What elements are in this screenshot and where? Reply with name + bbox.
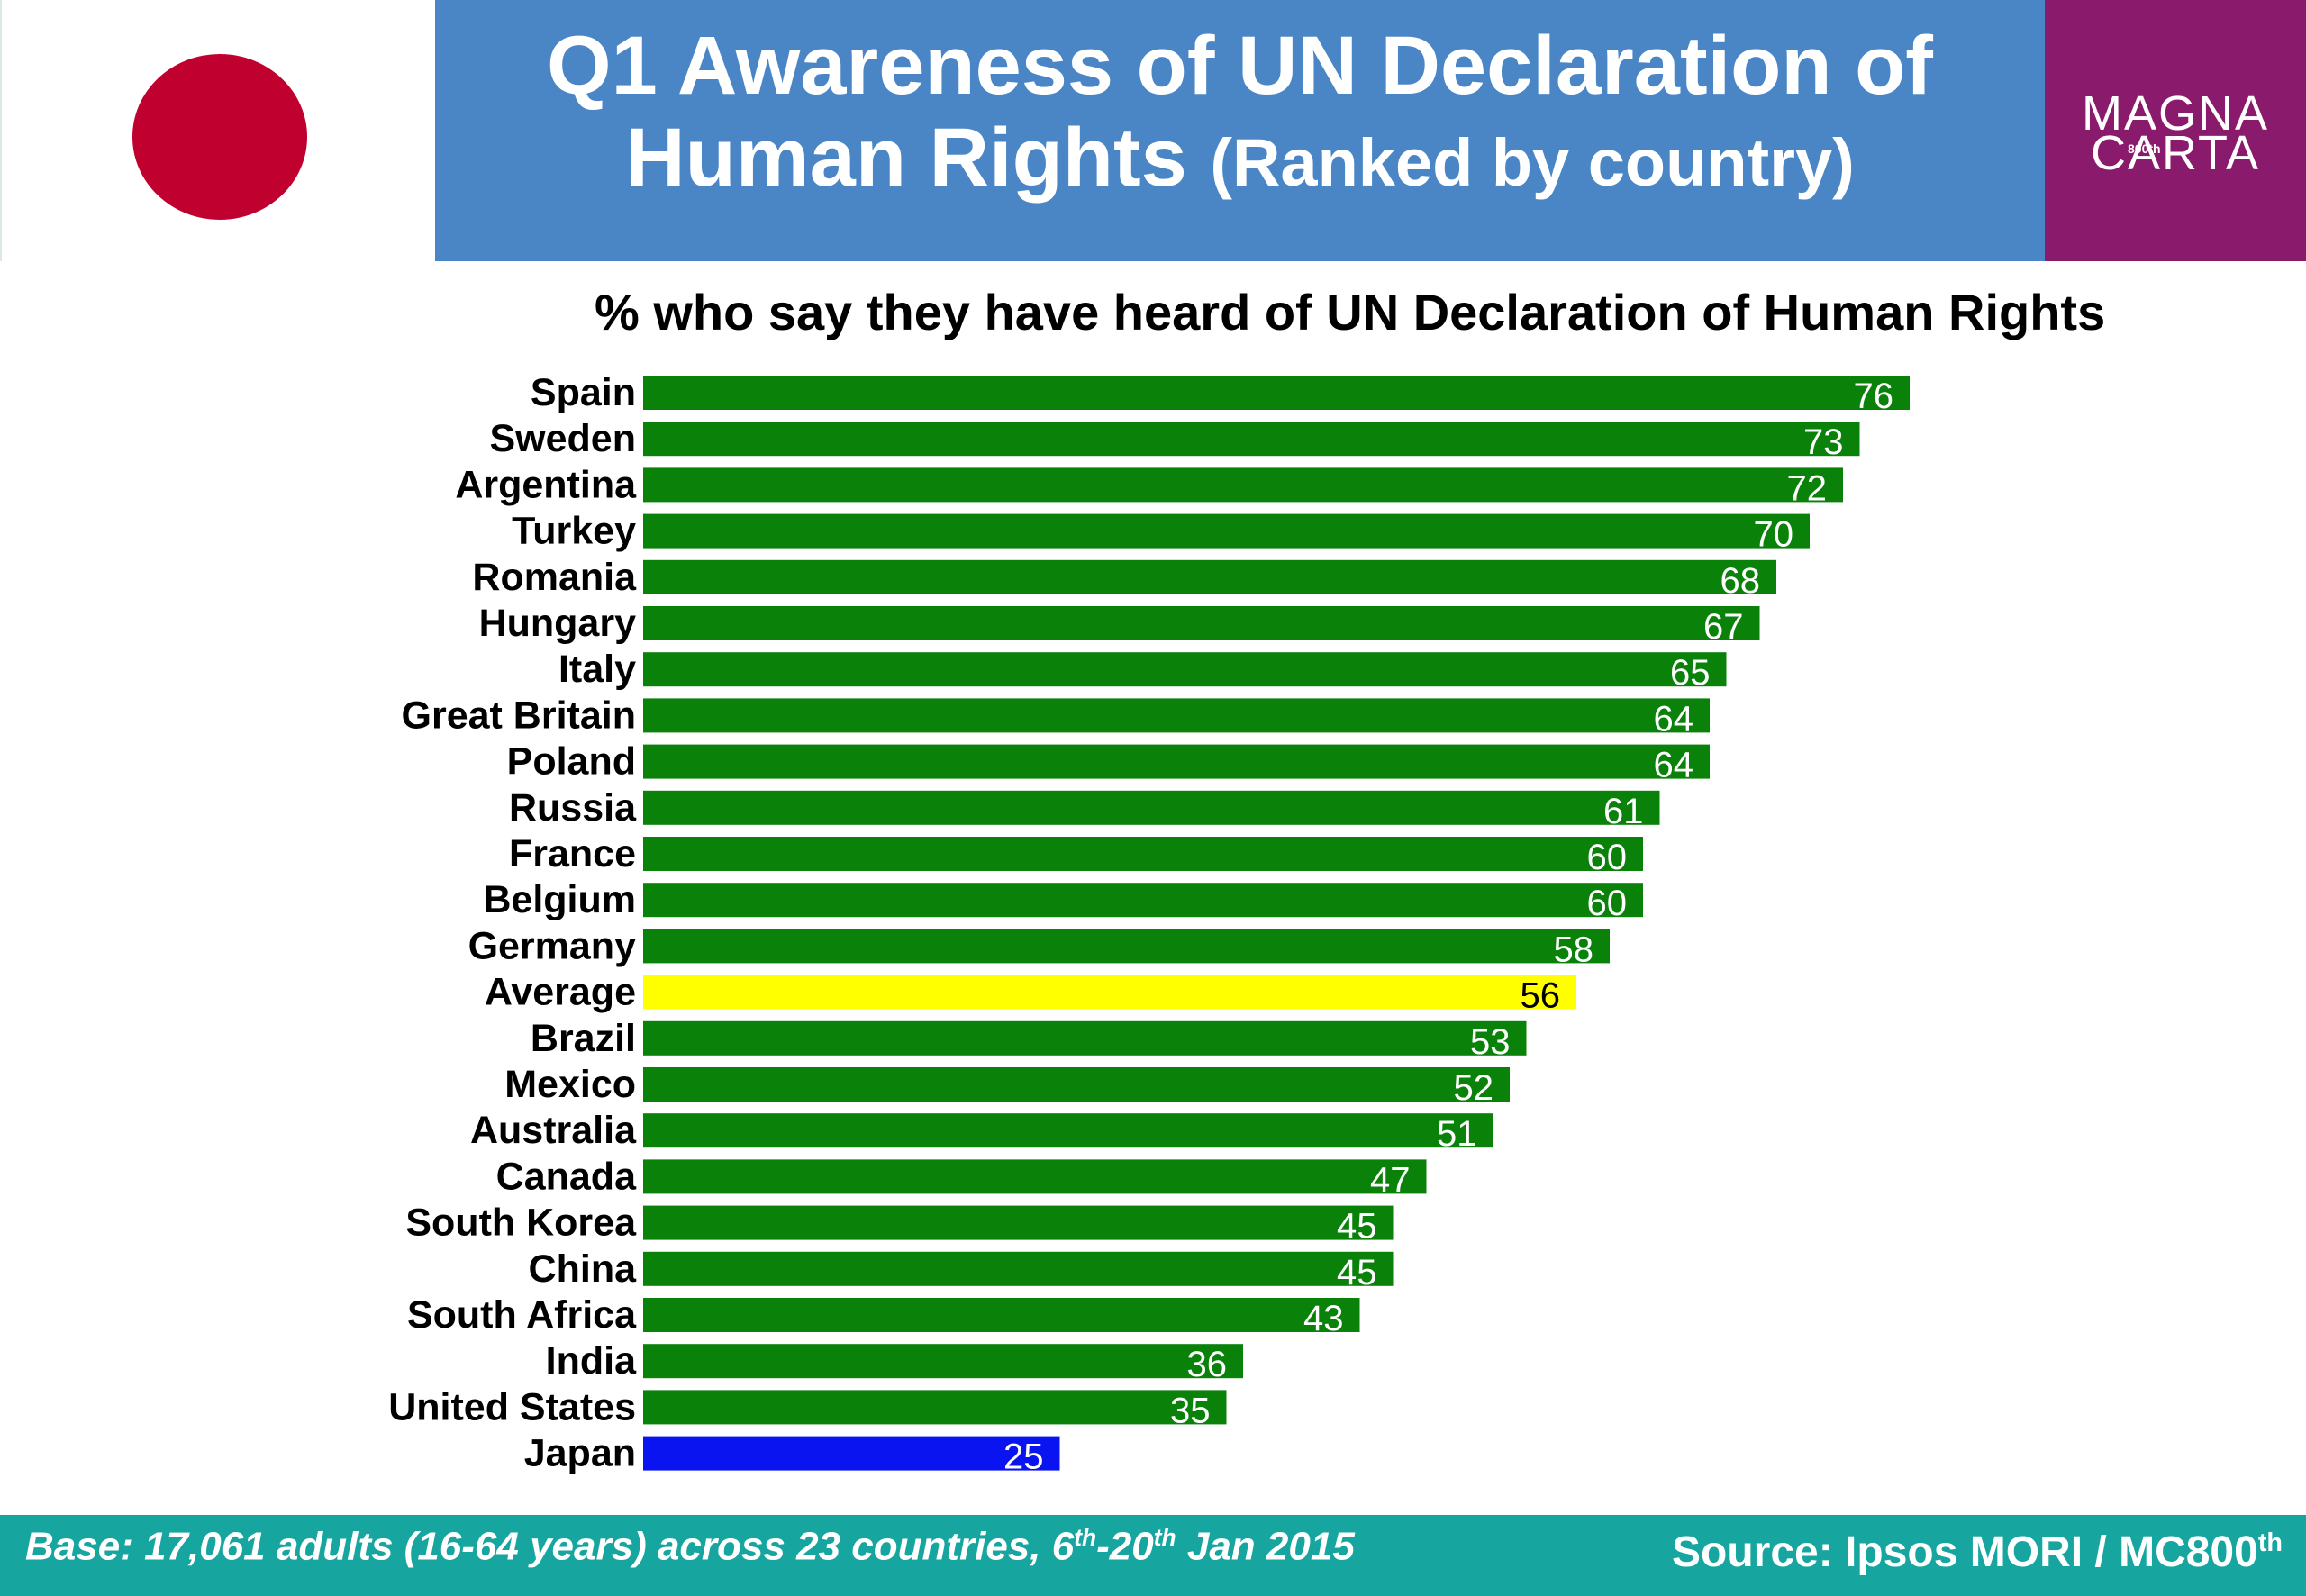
category-label: South Korea — [405, 1202, 637, 1245]
data-label: 56 — [1521, 976, 1561, 1016]
footer-source-note: Source: Ipsos MORI / MC800th — [1672, 1528, 2283, 1576]
page-title: Q1 Awareness of UN Declaration of Human … — [435, 20, 2045, 209]
japan-flag — [0, 0, 435, 261]
bar-germany — [643, 929, 1610, 964]
category-label: China — [529, 1247, 638, 1291]
category-label: Poland — [507, 740, 636, 784]
bar-russia — [643, 790, 1660, 825]
bar-turkey — [643, 513, 1810, 549]
logo-badge-800: 800th — [2128, 141, 2161, 156]
category-label: Sweden — [490, 417, 637, 460]
category-label: Romania — [472, 556, 637, 599]
category-label: Canada — [496, 1155, 637, 1198]
category-label: France — [509, 832, 636, 875]
data-label: 68 — [1720, 561, 1761, 601]
category-label: Spain — [531, 371, 636, 414]
bar-average — [643, 975, 1576, 1010]
flag-red-disc — [132, 54, 307, 220]
data-label: 47 — [1370, 1160, 1411, 1200]
category-label: United States — [388, 1385, 636, 1428]
bar-italy — [643, 652, 1727, 687]
bar-australia — [643, 1113, 1493, 1148]
data-label: 64 — [1654, 699, 1694, 739]
bar-south-africa — [643, 1298, 1360, 1332]
data-label: 76 — [1854, 376, 1894, 416]
bar-china — [643, 1251, 1394, 1286]
data-label: 60 — [1587, 884, 1628, 923]
category-label: Australia — [470, 1109, 637, 1152]
bar-united-states — [643, 1390, 1227, 1425]
data-label: 45 — [1337, 1207, 1377, 1247]
chart-title: % who say they have heard of UN Declarat… — [595, 284, 2106, 340]
category-label: Mexico — [504, 1063, 636, 1106]
data-label: 36 — [1187, 1345, 1228, 1384]
bar-belgium — [643, 883, 1643, 918]
logo-text-magna: MAGNA — [2081, 86, 2270, 141]
category-label: Average — [485, 971, 636, 1014]
title-band: Q1 Awareness of UN Declaration of Human … — [435, 0, 2045, 261]
category-label: Hungary — [479, 602, 637, 645]
category-label: Germany — [468, 924, 637, 967]
bar-brazil — [643, 1020, 1527, 1056]
bar-great-britain — [643, 698, 1710, 733]
title-sub: (Ranked by country) — [1210, 125, 1855, 200]
footer-base-note: Base: 17,061 adults (16-64 years) across… — [25, 1524, 1355, 1569]
data-label: 61 — [1603, 792, 1644, 831]
category-label: Brazil — [531, 1017, 636, 1060]
data-label: 72 — [1787, 468, 1828, 508]
bar-south-korea — [643, 1205, 1394, 1240]
data-label: 65 — [1670, 653, 1711, 693]
category-label: Russia — [509, 786, 637, 830]
bar-sweden — [643, 422, 1860, 457]
data-label: 25 — [1003, 1437, 1044, 1477]
category-label: India — [546, 1339, 637, 1383]
category-label: Japan — [524, 1432, 636, 1475]
category-label: Great Britain — [402, 694, 636, 737]
bar-hungary — [643, 606, 1760, 640]
data-label: 60 — [1587, 838, 1628, 877]
footer-bar: Base: 17,061 adults (16-64 years) across… — [0, 1515, 2306, 1596]
data-label: 67 — [1703, 607, 1744, 647]
data-label: 45 — [1337, 1253, 1377, 1292]
category-label: Belgium — [483, 878, 636, 921]
bar-romania — [643, 559, 1776, 594]
bar-mexico — [643, 1067, 1510, 1102]
category-label: Italy — [558, 648, 636, 691]
title-main: Q1 Awareness of UN Declaration of Human … — [547, 20, 1933, 204]
data-label: 73 — [1803, 422, 1844, 462]
bar-chart: Spain 76 Sweden 73 Argentina 72 Turkey 70 Romani… — [388, 371, 1910, 1477]
data-label: 35 — [1170, 1391, 1211, 1430]
bar-canada — [643, 1159, 1427, 1194]
data-label: 70 — [1754, 515, 1794, 555]
data-label: 43 — [1303, 1299, 1344, 1338]
data-label: 64 — [1654, 746, 1694, 785]
bar-spain — [643, 376, 1910, 410]
bar-france — [643, 837, 1643, 871]
logo-text-carta: CARTA — [2090, 126, 2261, 180]
bar-japan — [643, 1436, 1060, 1471]
bar-argentina — [643, 467, 1843, 503]
data-label: 52 — [1454, 1068, 1494, 1108]
magna-carta-logo: MAGNA CARTA 800th — [2045, 0, 2306, 261]
category-label: South Africa — [407, 1293, 637, 1337]
data-label: 58 — [1554, 929, 1594, 969]
data-label: 51 — [1437, 1114, 1477, 1154]
bar-india — [643, 1344, 1243, 1379]
category-label: Argentina — [455, 463, 637, 506]
data-label: 53 — [1470, 1022, 1511, 1062]
bar-poland — [643, 744, 1710, 779]
category-label: Turkey — [512, 510, 636, 553]
